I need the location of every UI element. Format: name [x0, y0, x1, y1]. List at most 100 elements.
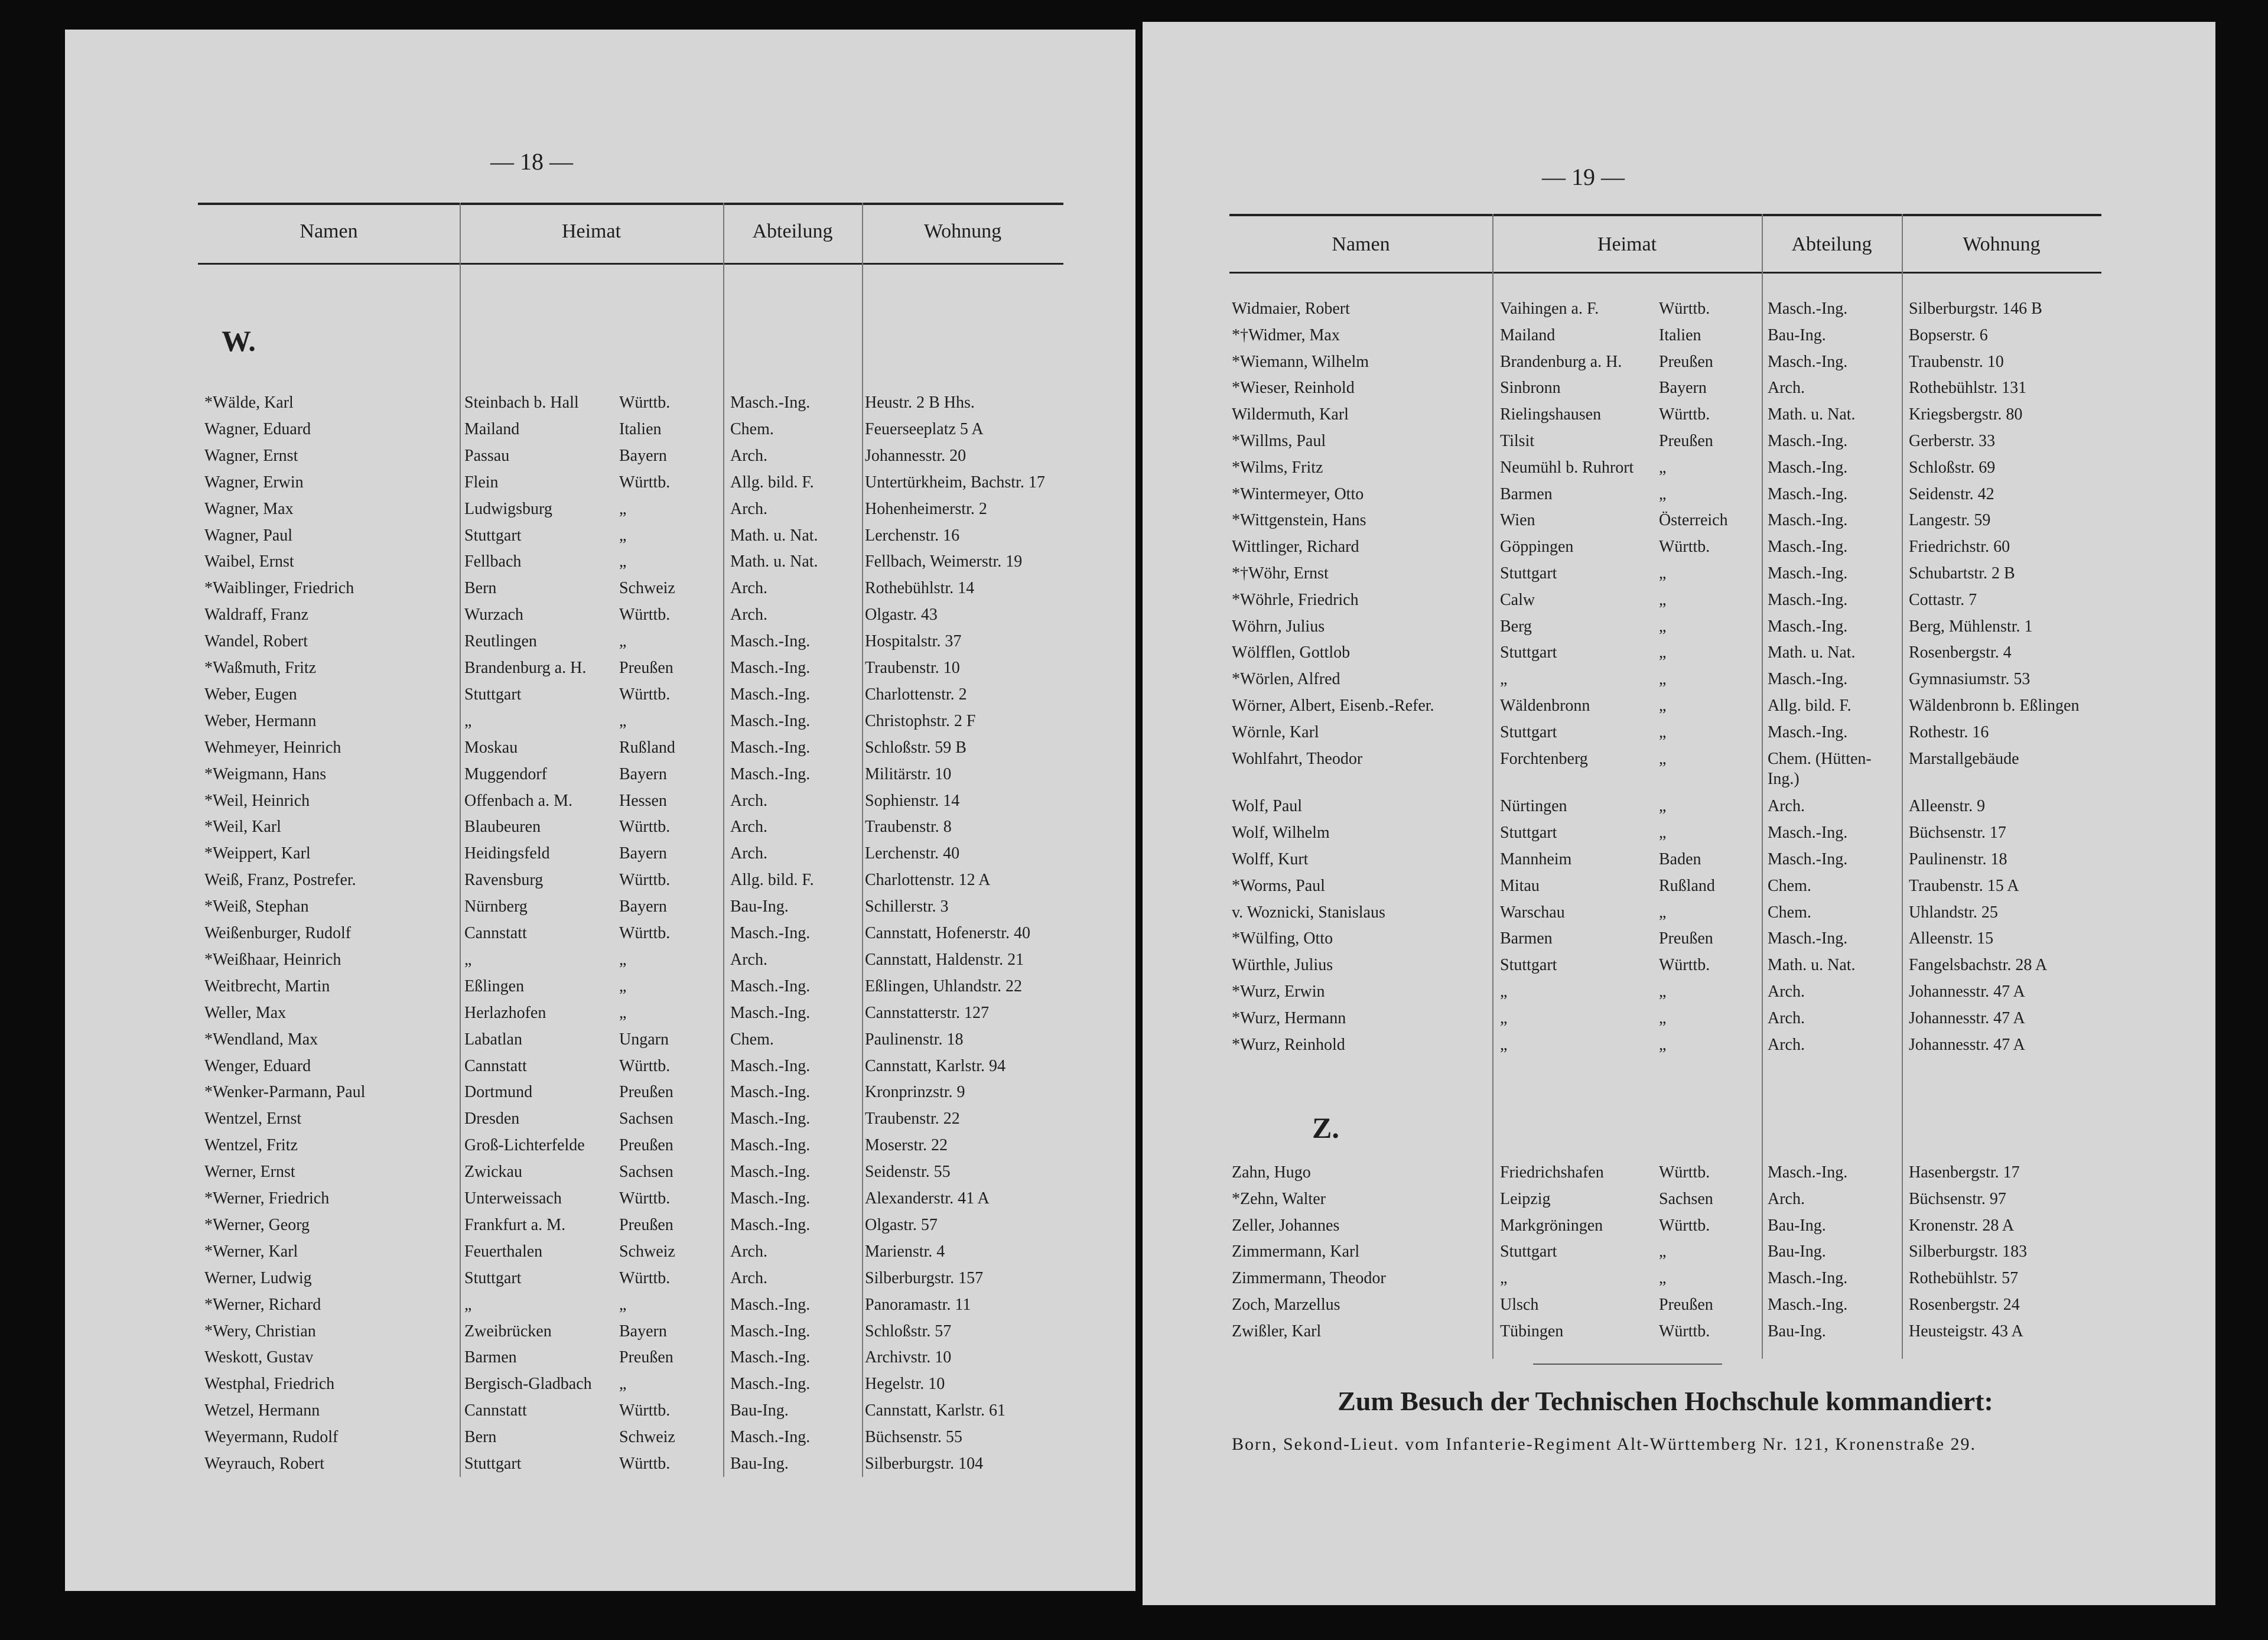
- state: Preußen: [1659, 432, 1713, 450]
- state: „: [1659, 617, 1667, 636]
- state: Italien: [1659, 326, 1701, 344]
- home: Flein: [464, 473, 499, 492]
- state: „: [619, 977, 627, 995]
- home: Stuttgart: [1500, 643, 1557, 662]
- address: Cannstatt, Karlstr. 61: [865, 1401, 1006, 1420]
- address: Cottastr. 7: [1909, 590, 1977, 609]
- column-header: Heimat: [1597, 233, 1657, 255]
- state: Württb.: [1659, 538, 1710, 557]
- state: Bayern: [619, 1322, 667, 1340]
- state: „: [1659, 723, 1667, 741]
- name: Wentzel, Fritz: [204, 1136, 298, 1155]
- address: Seidenstr. 42: [1909, 484, 1994, 503]
- department: Math. u. Nat.: [730, 552, 818, 571]
- address: Büchsenstr. 55: [865, 1428, 962, 1447]
- address: Schubartstr. 2 B: [1909, 564, 2015, 583]
- name: *†Widmer, Max: [1232, 326, 1340, 344]
- home: Bergisch-Gladbach: [464, 1375, 592, 1394]
- state: Preußen: [1659, 1296, 1713, 1314]
- state: „: [619, 950, 627, 969]
- department: Masch.-Ing.: [730, 1189, 811, 1208]
- home: Cannstatt: [464, 924, 527, 942]
- home: Stuttgart: [1500, 956, 1557, 975]
- address: Marstallgebäude: [1909, 749, 2019, 768]
- state: „: [1659, 824, 1667, 842]
- state: Preußen: [619, 1348, 673, 1367]
- department: Chem.: [1768, 876, 1811, 895]
- address: Alleenstr. 15: [1909, 929, 1994, 948]
- department: Arch.: [730, 579, 767, 598]
- name: Widmaier, Robert: [1232, 300, 1350, 318]
- state: Bayern: [619, 844, 667, 863]
- state: Württb.: [1659, 1216, 1710, 1235]
- home: Forchtenberg: [1500, 749, 1588, 768]
- name: *Weiß, Stephan: [204, 897, 309, 916]
- name: Werner, Ludwig: [204, 1268, 312, 1287]
- department: Bau-Ing.: [1768, 326, 1826, 344]
- address: Langestr. 59: [1909, 511, 1991, 530]
- state: Württb.: [619, 924, 671, 942]
- department: Math. u. Nat.: [1768, 405, 1856, 424]
- department: Masch.-Ing.: [1768, 484, 1848, 503]
- name: Wörner, Albert, Eisenb.-Refer.: [1232, 697, 1434, 715]
- home: „: [464, 1295, 472, 1314]
- department: Masch.-Ing.: [730, 977, 811, 995]
- home: Fellbach: [464, 552, 522, 571]
- address: Rothebühlstr. 57: [1909, 1269, 2019, 1288]
- address: Kronprinzstr. 9: [865, 1083, 965, 1102]
- home: Barmen: [464, 1348, 517, 1367]
- name: Weitbrecht, Martin: [204, 977, 330, 995]
- column-header: Namen: [300, 220, 358, 242]
- address: Traubenstr. 15 A: [1909, 876, 2019, 895]
- department: Arch.: [1768, 1035, 1805, 1054]
- department: Arch.: [730, 446, 767, 465]
- department: Math. u. Nat.: [1768, 956, 1856, 975]
- home: Muggendorf: [464, 764, 547, 783]
- state: Preußen: [619, 659, 673, 677]
- department: Masch.-Ing.: [1768, 458, 1848, 477]
- address: Traubenstr. 8: [865, 818, 952, 837]
- home: Stuttgart: [1500, 1242, 1557, 1261]
- name: *Wittgenstein, Hans: [1232, 511, 1366, 530]
- name: Wildermuth, Karl: [1232, 405, 1349, 424]
- home: Brandenburg a. H.: [464, 659, 587, 677]
- home: Stuttgart: [1500, 723, 1557, 741]
- rule: [1229, 272, 2101, 274]
- home: Vaihingen a. F.: [1500, 300, 1599, 318]
- address: Fellbach, Weimerstr. 19: [865, 552, 1023, 571]
- column-header: Heimat: [561, 220, 621, 242]
- name: Zeller, Johannes: [1232, 1216, 1340, 1235]
- home: Berg: [1500, 617, 1532, 636]
- state: Preußen: [619, 1083, 673, 1102]
- department: Masch.-Ing.: [730, 764, 811, 783]
- address: Johannesstr. 47 A: [1909, 1035, 2025, 1054]
- department: Masch.-Ing.: [1768, 850, 1848, 868]
- state: „: [1659, 458, 1667, 477]
- department: Masch.-Ing.: [1768, 352, 1848, 371]
- address: Paulinenstr. 18: [1909, 850, 2007, 868]
- state: Hessen: [619, 791, 667, 810]
- state: Schweiz: [619, 1428, 675, 1447]
- name: *Werner, Friedrich: [204, 1189, 330, 1208]
- department: Masch.-Ing.: [1768, 1163, 1848, 1182]
- state: Schweiz: [619, 579, 675, 598]
- department: Arch.: [1768, 982, 1805, 1001]
- home: Barmen: [1500, 929, 1553, 948]
- department: Chem.: [730, 1030, 774, 1049]
- name: *Wurz, Erwin: [1232, 982, 1325, 1001]
- name: Wöhrn, Julius: [1232, 617, 1325, 636]
- state: „: [1659, 1035, 1667, 1054]
- department: Bau-Ing.: [1768, 1216, 1826, 1235]
- name: Weskott, Gustav: [204, 1348, 314, 1367]
- home: Brandenburg a. H.: [1500, 352, 1622, 371]
- department: Masch.-Ing.: [1768, 670, 1848, 689]
- home: Nürnberg: [464, 897, 528, 916]
- name: *Weißhaar, Heinrich: [204, 950, 341, 969]
- home: Mailand: [464, 419, 520, 438]
- department: Arch.: [1768, 1008, 1805, 1027]
- address: Kriegsbergstr. 80: [1909, 405, 2023, 424]
- home: Leipzig: [1500, 1189, 1551, 1208]
- address: Schloßstr. 59 B: [865, 738, 967, 757]
- name: *Werner, Richard: [204, 1295, 321, 1314]
- rule: [198, 203, 1063, 205]
